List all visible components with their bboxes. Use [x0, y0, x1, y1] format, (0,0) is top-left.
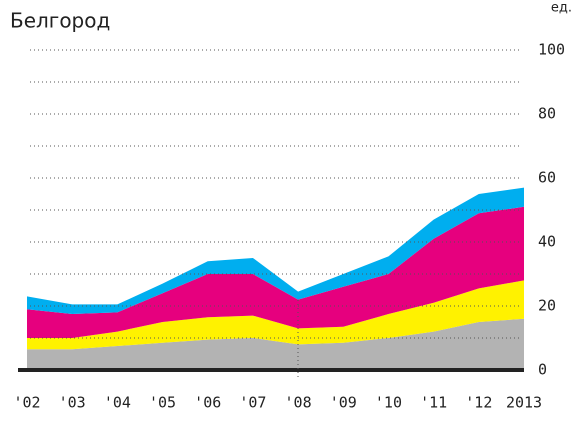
y-tick-label: 20 [538, 297, 556, 315]
grid [18, 49, 524, 372]
y-tick-label: 100 [538, 41, 565, 59]
y-tick-label: 0 [538, 361, 547, 379]
x-tick-label: '07 [239, 394, 266, 412]
x-tick-label: '05 [149, 394, 176, 412]
area [27, 318, 524, 370]
x-tick-label: '06 [194, 394, 221, 412]
area [27, 280, 524, 350]
chart-title: Белгород [10, 9, 110, 33]
x-tick-label: '11 [420, 394, 447, 412]
y-tick-label: 60 [538, 169, 556, 187]
x-tick-label: '09 [330, 394, 357, 412]
x-tick-label: '04 [104, 394, 131, 412]
y-tick-label: 40 [538, 233, 556, 251]
x-tick-label: 2013 [506, 394, 542, 412]
y-tick-label: 80 [538, 105, 556, 123]
x-tick-label: '10 [375, 394, 402, 412]
area [27, 187, 524, 314]
x-tick-label: '03 [59, 394, 86, 412]
areas [27, 187, 524, 370]
x-tick-label: '08 [285, 394, 312, 412]
x-tick-label: '02 [13, 394, 40, 412]
unit-label: ед. [551, 1, 572, 16]
area [27, 206, 524, 338]
x-tick-label: '12 [465, 394, 492, 412]
